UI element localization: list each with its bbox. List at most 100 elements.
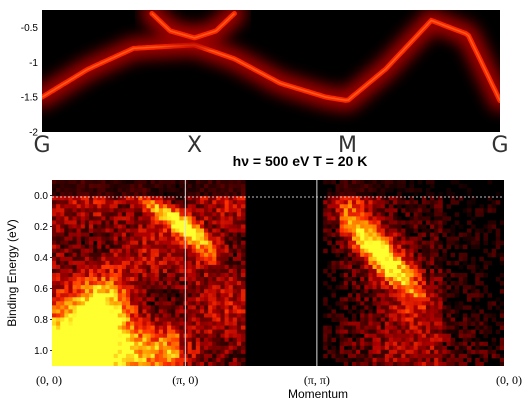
intensity-cell — [134, 261, 139, 265]
intensity-cell — [196, 350, 201, 354]
intensity-cell — [68, 277, 73, 281]
intensity-cell — [163, 285, 168, 289]
intensity-cell — [97, 257, 102, 261]
intensity-cell — [142, 233, 147, 237]
intensity-cell — [442, 346, 447, 350]
intensity-cell — [122, 253, 127, 257]
intensity-cell — [200, 224, 205, 228]
intensity-cell — [401, 354, 406, 358]
intensity-cell — [196, 281, 201, 285]
intensity-cell — [114, 326, 119, 330]
intensity-cell — [118, 362, 123, 366]
intensity-cell — [105, 322, 110, 326]
intensity-cell — [426, 180, 431, 184]
intensity-cell — [52, 208, 57, 212]
intensity-cell — [163, 245, 168, 249]
intensity-cell — [200, 184, 205, 188]
intensity-cell — [147, 322, 152, 326]
intensity-cell — [68, 281, 73, 285]
intensity-cell — [426, 358, 431, 362]
intensity-cell — [89, 269, 94, 273]
intensity-cell — [101, 261, 106, 265]
intensity-cell — [147, 293, 152, 297]
intensity-cell — [208, 305, 213, 309]
intensity-cell — [377, 297, 382, 301]
intensity-cell — [204, 313, 209, 317]
intensity-cell — [430, 354, 435, 358]
intensity-cell — [93, 309, 98, 313]
intensity-cell — [126, 220, 131, 224]
intensity-cell — [175, 362, 180, 366]
intensity-cell — [331, 180, 336, 184]
intensity-cell — [155, 224, 160, 228]
intensity-cell — [475, 281, 480, 285]
intensity-cell — [356, 354, 361, 358]
intensity-cell — [118, 188, 123, 192]
intensity-cell — [389, 216, 394, 220]
intensity-cell — [56, 273, 61, 277]
intensity-cell — [327, 342, 332, 346]
intensity-cell — [492, 241, 497, 245]
intensity-cell — [393, 362, 398, 366]
intensity-cell — [455, 220, 460, 224]
intensity-cell — [483, 326, 488, 330]
intensity-cell — [147, 317, 152, 321]
intensity-cell — [323, 326, 328, 330]
intensity-cell — [364, 358, 369, 362]
intensity-cell — [192, 265, 197, 269]
intensity-cell — [414, 188, 419, 192]
intensity-cell — [77, 281, 82, 285]
intensity-cell — [85, 220, 90, 224]
intensity-cell — [122, 237, 127, 241]
intensity-cell — [340, 342, 345, 346]
intensity-cell — [409, 317, 414, 321]
intensity-cell — [97, 322, 102, 326]
intensity-cell — [85, 200, 90, 204]
intensity-cell — [229, 334, 234, 338]
intensity-cell — [200, 180, 205, 184]
intensity-cell — [97, 277, 102, 281]
intensity-cell — [118, 330, 123, 334]
intensity-cell — [467, 350, 472, 354]
intensity-cell — [192, 326, 197, 330]
intensity-cell — [483, 313, 488, 317]
intensity-cell — [167, 289, 172, 293]
intensity-cell — [348, 233, 353, 237]
intensity-cell — [167, 204, 172, 208]
intensity-cell — [114, 346, 119, 350]
intensity-cell — [89, 188, 94, 192]
intensity-cell — [151, 362, 156, 366]
intensity-cell — [229, 216, 234, 220]
intensity-cell — [204, 265, 209, 269]
intensity-cell — [360, 358, 365, 362]
dispersion-y-tick-label: -0.5 — [21, 23, 39, 34]
intensity-cell — [114, 269, 119, 273]
intensity-cell — [138, 346, 143, 350]
intensity-cell — [81, 330, 86, 334]
intensity-cell — [155, 208, 160, 212]
intensity-cell — [488, 180, 493, 184]
intensity-cell — [142, 180, 147, 184]
intensity-cell — [89, 289, 94, 293]
intensity-cell — [241, 354, 246, 358]
intensity-cell — [471, 224, 476, 228]
intensity-cell — [401, 362, 406, 366]
intensity-cell — [122, 301, 127, 305]
intensity-cell — [105, 257, 110, 261]
intensity-cell — [409, 277, 414, 281]
intensity-cell — [233, 281, 238, 285]
intensity-cell — [323, 249, 328, 253]
intensity-cell — [147, 273, 152, 277]
arpes-y-tick-label: 0.0 — [34, 191, 48, 202]
intensity-cell — [204, 208, 209, 212]
intensity-cell — [414, 261, 419, 265]
intensity-cell — [122, 200, 127, 204]
intensity-cell — [401, 317, 406, 321]
intensity-cell — [118, 192, 123, 196]
intensity-cell — [192, 277, 197, 281]
intensity-cell — [442, 281, 447, 285]
intensity-cell — [212, 297, 217, 301]
intensity-cell — [455, 289, 460, 293]
intensity-cell — [348, 261, 353, 265]
intensity-cell — [405, 241, 410, 245]
